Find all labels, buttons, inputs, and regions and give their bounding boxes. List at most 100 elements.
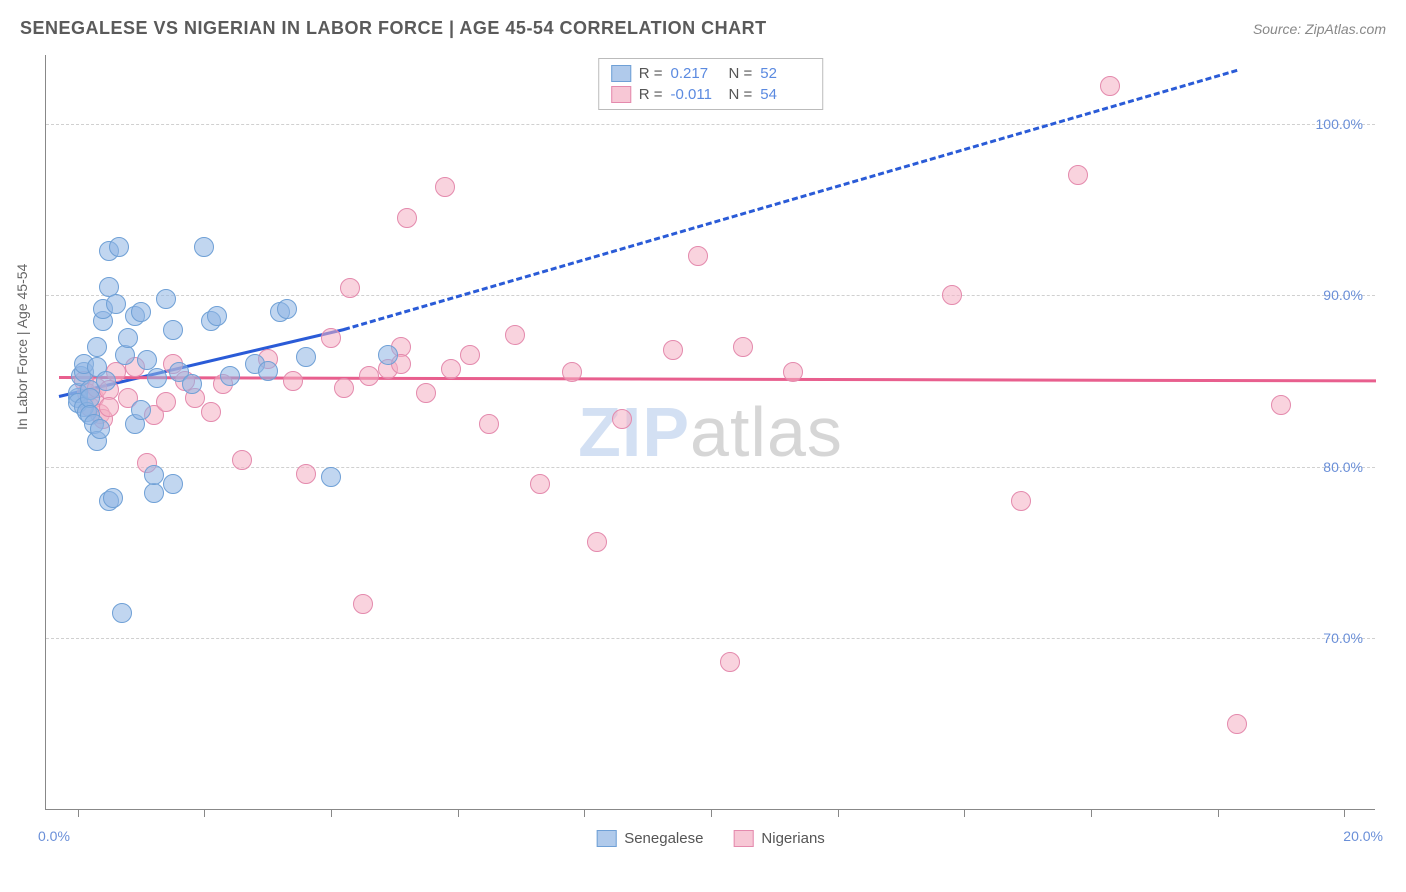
scatter-point-senegalese — [115, 345, 135, 365]
scatter-point-senegalese — [106, 294, 126, 314]
scatter-point-nigerians — [562, 362, 582, 382]
scatter-point-nigerians — [1068, 165, 1088, 185]
scatter-point-nigerians — [688, 246, 708, 266]
scatter-point-nigerians — [283, 371, 303, 391]
scatter-point-senegalese — [144, 465, 164, 485]
scatter-point-nigerians — [783, 362, 803, 382]
scatter-point-nigerians — [201, 402, 221, 422]
n-value-0: 52 — [760, 65, 810, 82]
y-axis-tick-label: 80.0% — [1323, 459, 1363, 475]
legend-stats: R = 0.217 N = 52 R = -0.011 N = 54 — [598, 58, 824, 110]
scatter-point-senegalese — [378, 345, 398, 365]
scatter-point-nigerians — [334, 378, 354, 398]
scatter-point-nigerians — [353, 594, 373, 614]
watermark-part1: ZIP — [578, 393, 690, 471]
plot-area: ZIPatlas R = 0.217 N = 52 R = -0.011 N =… — [45, 55, 1375, 810]
chart-title: SENEGALESE VS NIGERIAN IN LABOR FORCE | … — [20, 18, 767, 39]
legend-swatch-senegalese — [596, 830, 616, 847]
scatter-point-senegalese — [103, 488, 123, 508]
scatter-point-senegalese — [277, 299, 297, 319]
x-axis-tick — [584, 809, 585, 817]
scatter-point-senegalese — [182, 374, 202, 394]
scatter-point-senegalese — [220, 366, 240, 386]
scatter-point-senegalese — [163, 320, 183, 340]
watermark-part2: atlas — [690, 393, 843, 471]
x-axis-tick — [1218, 809, 1219, 817]
legend-label-senegalese: Senegalese — [624, 830, 703, 847]
scatter-point-senegalese — [96, 371, 116, 391]
scatter-point-senegalese — [147, 368, 167, 388]
source-label: Source: ZipAtlas.com — [1253, 21, 1386, 37]
scatter-point-nigerians — [460, 345, 480, 365]
scatter-point-senegalese — [131, 302, 151, 322]
scatter-point-nigerians — [321, 328, 341, 348]
scatter-point-nigerians — [232, 450, 252, 470]
y-axis-title: In Labor Force | Age 45-54 — [14, 264, 30, 430]
scatter-point-nigerians — [612, 409, 632, 429]
x-axis-tick — [1091, 809, 1092, 817]
chart-container: SENEGALESE VS NIGERIAN IN LABOR FORCE | … — [0, 0, 1406, 892]
r-label: R = — [639, 86, 663, 103]
scatter-point-senegalese — [156, 289, 176, 309]
scatter-point-senegalese — [87, 337, 107, 357]
scatter-point-senegalese — [109, 237, 129, 257]
legend-label-nigerians: Nigerians — [761, 830, 824, 847]
scatter-point-senegalese — [207, 306, 227, 326]
scatter-point-nigerians — [733, 337, 753, 357]
x-axis-tick — [1344, 809, 1345, 817]
scatter-point-nigerians — [505, 325, 525, 345]
scatter-point-nigerians — [156, 392, 176, 412]
legend-item-nigerians: Nigerians — [733, 830, 824, 847]
legend-item-senegalese: Senegalese — [596, 830, 703, 847]
scatter-point-senegalese — [90, 419, 110, 439]
scatter-point-senegalese — [144, 483, 164, 503]
gridline-h — [46, 124, 1375, 125]
x-axis-label-right: 20.0% — [1343, 828, 1383, 844]
scatter-point-senegalese — [131, 400, 151, 420]
scatter-point-senegalese — [163, 474, 183, 494]
x-axis-tick — [838, 809, 839, 817]
scatter-point-nigerians — [340, 278, 360, 298]
scatter-point-senegalese — [118, 328, 138, 348]
x-axis-tick — [964, 809, 965, 817]
x-axis-tick — [331, 809, 332, 817]
legend-series: Senegalese Nigerians — [596, 830, 825, 847]
y-axis-tick-label: 90.0% — [1323, 287, 1363, 303]
legend-swatch-nigerians — [611, 86, 631, 103]
x-axis-tick — [711, 809, 712, 817]
x-axis-tick — [458, 809, 459, 817]
x-axis-tick — [78, 809, 79, 817]
scatter-point-senegalese — [194, 237, 214, 257]
scatter-point-senegalese — [321, 467, 341, 487]
r-value-1: -0.011 — [671, 86, 721, 103]
legend-swatch-senegalese — [611, 65, 631, 82]
scatter-point-senegalese — [258, 361, 278, 381]
scatter-point-nigerians — [1227, 714, 1247, 734]
scatter-point-nigerians — [296, 464, 316, 484]
r-value-0: 0.217 — [671, 65, 721, 82]
scatter-point-nigerians — [1011, 491, 1031, 511]
scatter-point-nigerians — [720, 652, 740, 672]
n-label: N = — [729, 86, 753, 103]
n-value-1: 54 — [760, 86, 810, 103]
n-label: N = — [729, 65, 753, 82]
scatter-point-nigerians — [942, 285, 962, 305]
legend-swatch-nigerians — [733, 830, 753, 847]
scatter-point-senegalese — [296, 347, 316, 367]
scatter-point-nigerians — [99, 397, 119, 417]
scatter-point-nigerians — [1271, 395, 1291, 415]
gridline-h — [46, 295, 1375, 296]
legend-stats-row-0: R = 0.217 N = 52 — [611, 63, 811, 84]
scatter-point-nigerians — [397, 208, 417, 228]
scatter-point-nigerians — [663, 340, 683, 360]
scatter-point-nigerians — [1100, 76, 1120, 96]
gridline-h — [46, 638, 1375, 639]
scatter-point-nigerians — [479, 414, 499, 434]
scatter-point-nigerians — [441, 359, 461, 379]
trend-line — [59, 376, 1376, 382]
legend-stats-row-1: R = -0.011 N = 54 — [611, 84, 811, 105]
y-axis-tick-label: 100.0% — [1316, 116, 1363, 132]
scatter-point-nigerians — [359, 366, 379, 386]
scatter-point-nigerians — [416, 383, 436, 403]
scatter-point-nigerians — [530, 474, 550, 494]
